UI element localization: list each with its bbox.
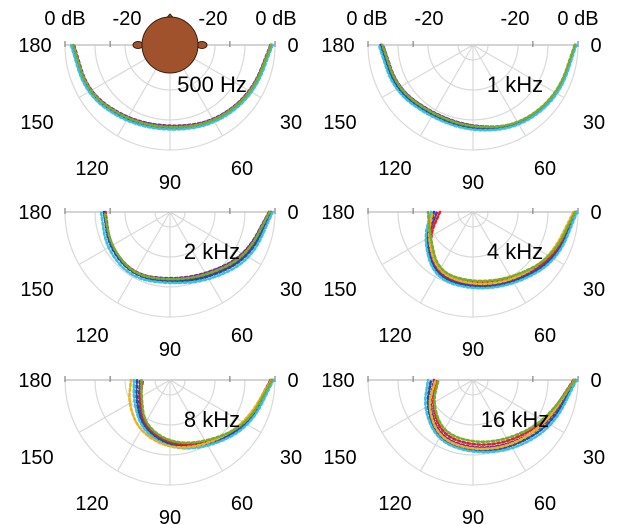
angle-label-90: 90: [462, 339, 484, 361]
frequency-label: 8 kHz: [184, 407, 240, 432]
grid-spoke-2: [169, 379, 224, 472]
angle-label-0: 0: [590, 202, 601, 224]
angle-label-30: 30: [583, 447, 605, 469]
angle-label-120: 120: [378, 493, 411, 515]
frequency-label: 4 kHz: [487, 239, 543, 264]
series-line-5: [140, 378, 274, 444]
series-line-0: [381, 43, 577, 128]
angle-label-150: 150: [323, 279, 356, 301]
angle-label-90: 90: [462, 507, 484, 524]
angle-label-60: 60: [231, 158, 253, 180]
frequency-label: 2 kHz: [184, 239, 240, 264]
series-line-3: [424, 378, 578, 454]
polar-plot-3: 4 kHz 180 150 120 90 60 30 0: [321, 202, 605, 361]
grid-spoke-5: [381, 44, 474, 99]
angle-label-60: 60: [231, 493, 253, 515]
grid-spoke-2: [472, 379, 527, 472]
polar-plot-4: 8 kHz 180 150 120 90 60 30 0: [18, 370, 302, 524]
series-line-3: [424, 210, 579, 290]
angle-label-60: 60: [534, 325, 556, 347]
frequency-label: 500 Hz: [177, 72, 247, 97]
angle-label-0: 0: [590, 35, 601, 57]
series-line-4: [381, 43, 576, 129]
grid-spoke-4: [419, 211, 474, 304]
frequency-label: 1 kHz: [487, 72, 543, 97]
series-line-4: [128, 378, 273, 449]
angle-label-120: 120: [75, 493, 108, 515]
angle-label-150: 150: [20, 447, 53, 469]
grid-spoke-4: [116, 211, 171, 304]
db-scale-label-right-outer: 0 dB: [346, 8, 387, 30]
polar-plots: 500 Hz 180 150 120 90 60 30 0 1 kHz 180 150 120 90 60…: [18, 35, 605, 524]
series-line-3: [377, 43, 578, 132]
series-line-5: [433, 378, 577, 444]
series-line-4: [72, 43, 273, 129]
angle-label-30: 30: [583, 112, 605, 134]
series-line-3: [132, 378, 275, 450]
angle-label-60: 60: [534, 493, 556, 515]
angle-label-0: 0: [590, 370, 601, 392]
angle-label-150: 150: [323, 112, 356, 134]
angle-label-60: 60: [534, 158, 556, 180]
angle-label-180: 180: [18, 35, 51, 57]
angle-label-120: 120: [75, 325, 108, 347]
polar-plot-5: 16 kHz 180 150 120 90 60 30 0: [321, 370, 605, 524]
head-icon: [132, 13, 208, 74]
angle-label-30: 30: [280, 447, 302, 469]
angle-label-120: 120: [378, 158, 411, 180]
series-line-2: [426, 378, 577, 452]
angle-label-180: 180: [18, 370, 51, 392]
angle-label-90: 90: [462, 172, 484, 194]
series-line-4: [427, 210, 575, 286]
frequency-label: 16 kHz: [481, 407, 549, 432]
grid-spoke-2: [169, 211, 224, 304]
angle-label-180: 180: [321, 370, 354, 392]
angle-label-90: 90: [159, 507, 181, 524]
grid-spoke-2: [472, 211, 527, 304]
angle-label-180: 180: [18, 202, 51, 224]
angle-label-120: 120: [378, 325, 411, 347]
db-scale-label-left-inner-right: -20: [199, 8, 228, 30]
db-scale-label-left-outer-right: 0 dB: [255, 8, 296, 30]
db-scale-label-right-inner-right: -20: [501, 8, 530, 30]
angle-label-90: 90: [159, 339, 181, 361]
angle-label-150: 150: [323, 447, 356, 469]
series-line-4: [103, 210, 271, 281]
db-scale-label-right-inner: -20: [415, 8, 444, 30]
series-line-2: [102, 210, 273, 283]
db-scale-label-right-outer-right: 0 dB: [557, 8, 598, 30]
angle-label-150: 150: [20, 112, 53, 134]
angle-label-30: 30: [583, 279, 605, 301]
db-scale-label-left-outer: 0 dB: [44, 8, 85, 30]
angle-label-180: 180: [321, 202, 354, 224]
angle-label-0: 0: [287, 370, 298, 392]
series-line-5: [426, 210, 577, 283]
angle-label-0: 0: [287, 35, 298, 57]
angle-label-150: 150: [20, 279, 53, 301]
grid-spoke-1: [472, 44, 565, 99]
grid-spoke-4: [419, 379, 474, 472]
angle-label-0: 0: [287, 202, 298, 224]
angle-label-30: 30: [280, 112, 302, 134]
db-scale-label-left-inner: -20: [113, 8, 142, 30]
series-line-3: [99, 210, 274, 285]
grid-spoke-5: [78, 211, 171, 266]
series-line-3: [69, 43, 274, 131]
angle-label-90: 90: [159, 172, 181, 194]
angle-label-180: 180: [321, 35, 354, 57]
angle-label-60: 60: [231, 325, 253, 347]
angle-label-30: 30: [280, 279, 302, 301]
grid-spoke-5: [78, 379, 171, 434]
polar-plot-2: 2 kHz 180 150 120 90 60 30 0: [18, 202, 302, 361]
polar-plot-1: 1 kHz 180 150 120 90 60 30 0: [321, 35, 605, 194]
angle-label-120: 120: [75, 158, 108, 180]
grid-spoke-4: [419, 44, 474, 137]
